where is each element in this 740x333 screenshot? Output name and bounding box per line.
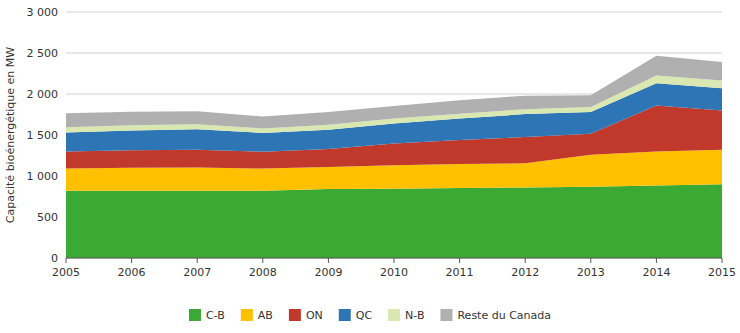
- x-tick: [394, 258, 395, 263]
- y-tick-label: 2 500: [27, 47, 59, 60]
- x-tick-label: 2006: [118, 266, 146, 279]
- legend-swatch: [440, 309, 452, 321]
- legend-item: QC: [339, 309, 373, 322]
- x-tick: [66, 258, 67, 263]
- x-tick-label: 2005: [52, 266, 80, 279]
- area: [66, 56, 722, 129]
- legend-swatch: [339, 309, 351, 321]
- x-tick: [656, 258, 657, 263]
- x-tick-label: 2014: [642, 266, 670, 279]
- area: [66, 184, 722, 258]
- x-tick: [722, 258, 723, 263]
- legend-swatch: [289, 309, 301, 321]
- x-tick-label: 2010: [380, 266, 408, 279]
- legend-item: Reste du Canada: [440, 309, 551, 322]
- x-tick-label: 2012: [511, 266, 539, 279]
- y-tick-label: 1 000: [27, 170, 59, 183]
- grid-line: [66, 12, 722, 13]
- legend-item: ON: [289, 309, 323, 322]
- y-tick-label: 3 000: [27, 6, 59, 19]
- y-tick-label: 500: [37, 211, 58, 224]
- legend-label: ON: [306, 309, 323, 322]
- legend-label: C-B: [206, 309, 225, 322]
- legend-label: QC: [356, 309, 373, 322]
- x-tick: [590, 258, 591, 263]
- x-tick-label: 2008: [249, 266, 277, 279]
- grid: [66, 12, 722, 258]
- legend-swatch: [241, 309, 253, 321]
- legend-item: N-B: [388, 309, 424, 322]
- x-tick-label: 2009: [314, 266, 342, 279]
- x-tick: [525, 258, 526, 263]
- x-tick: [459, 258, 460, 263]
- y-axis-label: Capacité bioénergétique en MW: [4, 47, 17, 223]
- x-tick: [262, 258, 263, 263]
- x-tick-label: 2013: [577, 266, 605, 279]
- legend-swatch: [388, 309, 400, 321]
- legend-label: AB: [258, 309, 273, 322]
- legend-swatch: [189, 309, 201, 321]
- y-tick-label: 2 000: [27, 88, 59, 101]
- x-tick-label: 2011: [446, 266, 474, 279]
- legend: C-B AB ON QC N-B Reste du Canada: [189, 309, 551, 322]
- x-tick-label: 2015: [708, 266, 736, 279]
- legend-label: Reste du Canada: [457, 309, 551, 322]
- x-tick: [197, 258, 198, 263]
- legend-item: C-B: [189, 309, 225, 322]
- grid-line: [66, 53, 722, 54]
- x-tick: [328, 258, 329, 263]
- areas: [66, 56, 722, 258]
- legend-label: N-B: [405, 309, 424, 322]
- x-tick: [131, 258, 132, 263]
- chart: 0 500 1 000 1 500 2 000 2 500 3 000 2005 2006 200…: [0, 0, 740, 333]
- y-tick-label: 0: [51, 252, 58, 265]
- legend-item: AB: [241, 309, 273, 322]
- x-tick-label: 2007: [183, 266, 211, 279]
- y-tick-label: 1 500: [27, 129, 59, 142]
